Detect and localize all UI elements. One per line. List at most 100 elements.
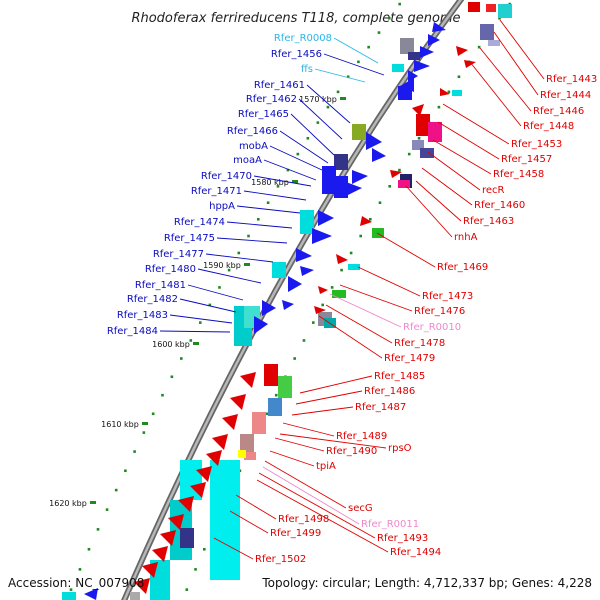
gene-label-text: Rfer_1462 [246, 94, 297, 105]
gene-label[interactable]: Rfer_1466 [227, 126, 329, 164]
gene-label[interactable]: Rfer_1493 [258, 472, 428, 544]
gene-label[interactable]: secG [264, 460, 373, 514]
gene-label[interactable]: Rfer_1469 [376, 232, 488, 273]
tick-mark [398, 2, 401, 6]
gene-label[interactable]: Rfer_1473 [357, 266, 473, 302]
gene-label[interactable]: Rfer_1448 [469, 61, 574, 132]
gene-label[interactable]: Rfer_1499 [229, 510, 321, 539]
gene-label[interactable]: Rfer_1456 [271, 49, 385, 76]
gene-label[interactable]: Rfer_1471 [191, 186, 307, 201]
gene-label[interactable]: Rfer_1481 [135, 280, 244, 301]
gene-label[interactable]: Rfer_1476 [339, 284, 465, 317]
tick-mark [302, 339, 306, 342]
gene-label[interactable]: Rfer_R0008 [274, 33, 379, 64]
gene-label[interactable]: Rfer_1475 [164, 233, 288, 244]
tick-mark [398, 168, 401, 172]
scale-tick [142, 422, 148, 425]
gene-label[interactable]: mobA [239, 141, 323, 171]
tick-mark [316, 121, 320, 124]
gene-label[interactable]: Rfer_1446 [479, 47, 584, 117]
callout-line [279, 433, 387, 449]
callout-line [236, 205, 301, 214]
gene-label-text: Rfer_1463 [463, 216, 514, 227]
gene-label-text: ffs [301, 64, 313, 75]
callout-line [329, 293, 402, 328]
gene-label[interactable]: Rfer_1487 [291, 402, 406, 416]
callout-line [415, 180, 462, 222]
kbp-tick-track [69, 2, 401, 591]
callout-line [469, 61, 522, 127]
gene-label[interactable]: Rfer_1465 [238, 109, 335, 156]
gene-label[interactable]: Rfer_1461 [254, 80, 351, 124]
callout-line [269, 145, 323, 171]
tick-mark [336, 90, 340, 94]
scale-tick [340, 97, 346, 100]
gene-label[interactable]: Rfer_1462 [246, 94, 343, 140]
tick-mark [286, 168, 290, 172]
gene-label[interactable]: Rfer_1458 [432, 139, 544, 180]
tick-mark [457, 75, 461, 79]
callout-line [258, 472, 376, 539]
gene-label[interactable]: moaA [233, 155, 317, 181]
callout-line [197, 268, 262, 284]
tick-mark [340, 268, 343, 272]
callout-line [323, 53, 385, 76]
gene-label[interactable]: Rfer_1457 [437, 121, 552, 165]
gene-label[interactable]: Rfer_1484 [107, 326, 231, 337]
callout-line [253, 175, 312, 187]
callout-line [298, 98, 343, 140]
gene-label[interactable]: rnhA [405, 185, 478, 243]
tick-mark [407, 152, 411, 156]
gene-label[interactable]: recR [427, 151, 505, 196]
gene-label-text: Rfer_1494 [390, 547, 441, 558]
callout-line [291, 406, 354, 416]
gene-label[interactable]: Rfer_1489 [282, 422, 387, 442]
gene-label[interactable]: Rfer_1460 [421, 167, 525, 211]
gene-label-text: rnhA [454, 232, 478, 243]
gene-label[interactable]: ffs [301, 64, 366, 83]
gene-label[interactable]: Rfer_1478 [325, 304, 445, 349]
gene-label[interactable]: hppA [209, 201, 301, 214]
tick-mark [170, 375, 174, 379]
callout-line [290, 113, 335, 156]
gene-label[interactable]: Rfer_1474 [174, 217, 293, 229]
gene-label[interactable]: Rfer_1486 [295, 386, 415, 405]
gene-label[interactable]: Rfer_1463 [415, 180, 514, 227]
gene-label[interactable]: Rfer_1477 [153, 249, 274, 263]
gene-label[interactable]: Rfer_1470 [201, 171, 312, 187]
callout-line [243, 190, 307, 201]
tick-mark [306, 136, 310, 140]
gene-label-text: Rfer_R0011 [361, 519, 419, 530]
callout-line [333, 37, 379, 64]
gene-label[interactable]: Rfer_1482 [127, 294, 237, 313]
scale-label: 1590 kbp [203, 261, 241, 270]
gene-label[interactable]: tpiA [269, 450, 336, 472]
gene-label[interactable]: Rfer_1502 [213, 537, 306, 565]
gene-label[interactable]: Rfer_1443 [499, 19, 597, 85]
gene-label[interactable]: Rfer_1483 [117, 310, 233, 324]
gene-label-text: Rfer_1460 [474, 200, 525, 211]
genome-summary-text: Topology: circular; Length: 4,712,337 bp… [261, 576, 592, 590]
gene-label[interactable]: Rfer_1498 [235, 494, 329, 525]
callout-line [262, 466, 360, 525]
gene-label[interactable]: Rfer_R0011 [262, 466, 419, 530]
gene-label[interactable]: rpsO [279, 433, 412, 454]
tick-mark [369, 217, 372, 221]
gene-label[interactable]: Rfer_1444 [493, 31, 591, 101]
callout-line [314, 68, 366, 83]
tick-mark [266, 201, 270, 204]
gene-label-text: Rfer_1474 [174, 217, 225, 228]
gene-label[interactable]: Rfer_1480 [145, 264, 262, 284]
callout-line [479, 47, 532, 112]
tick-mark [189, 339, 193, 342]
tick-mark [227, 268, 231, 272]
gene-label-text: Rfer_1471 [191, 186, 242, 197]
gene-label[interactable]: Rfer_1479 [318, 315, 435, 364]
gene-label-text: Rfer_1475 [164, 233, 215, 244]
gene-label[interactable]: Rfer_1494 [256, 479, 441, 558]
tick-mark [367, 45, 370, 49]
gene-label[interactable]: Rfer_1485 [299, 371, 425, 394]
gene-label[interactable]: Rfer_1453 [442, 103, 562, 150]
gene-label[interactable]: Rfer_R0010 [329, 293, 461, 333]
gene-label[interactable]: Rfer_1490 [274, 437, 377, 457]
